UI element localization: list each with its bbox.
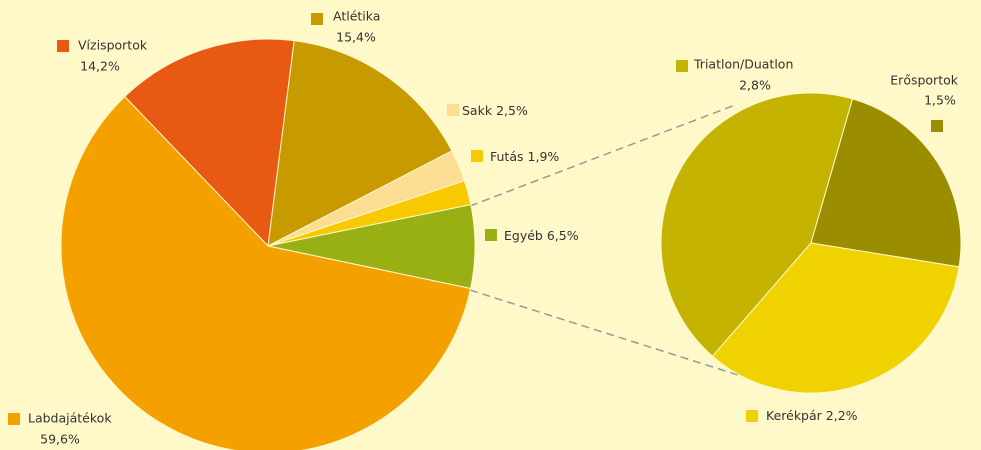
legend-swatch bbox=[485, 229, 497, 241]
connector bbox=[469, 104, 736, 207]
data-label: Egyéb 6,5% bbox=[504, 228, 579, 243]
legend-swatch bbox=[676, 60, 688, 72]
label-value: 2,8% bbox=[739, 78, 771, 93]
label-name: Egyéb bbox=[504, 228, 543, 243]
legend-swatch bbox=[746, 410, 758, 422]
label-value: 1,5% bbox=[924, 93, 956, 108]
label-name: Vízisportok bbox=[78, 38, 148, 53]
label-name: Labdajátékok bbox=[28, 411, 112, 426]
data-label: Futás 1,9% bbox=[490, 149, 559, 164]
pie-slice bbox=[267, 40, 453, 247]
pie-slice bbox=[60, 95, 472, 450]
legend-swatch bbox=[447, 104, 459, 116]
label-name: Futás bbox=[490, 149, 524, 164]
label-value: 6,5% bbox=[547, 228, 579, 243]
label-value: 15,4% bbox=[336, 30, 376, 45]
data-label: Sakk 2,5% bbox=[462, 103, 528, 118]
legend-swatch bbox=[57, 40, 69, 52]
label-value: 1,9% bbox=[528, 149, 560, 164]
label-value: 2,5% bbox=[496, 103, 528, 118]
pie-slice bbox=[810, 98, 962, 268]
label-name: Kerékpár bbox=[766, 408, 823, 423]
pie-slice bbox=[124, 38, 295, 248]
connector bbox=[469, 289, 761, 383]
legend-swatch bbox=[931, 120, 943, 132]
label-name: Atlétika bbox=[333, 9, 380, 24]
pie-slice bbox=[660, 92, 854, 357]
label-name: Sakk bbox=[462, 103, 493, 118]
label-value: 2,2% bbox=[826, 408, 858, 423]
legend-swatch bbox=[8, 413, 20, 425]
data-label: Kerékpár 2,2% bbox=[766, 408, 858, 423]
label-value: 59,6% bbox=[40, 432, 80, 447]
label-name: Erősportok bbox=[890, 73, 958, 88]
pie-slice bbox=[711, 242, 960, 394]
label-name: Triatlon/Duatlon bbox=[693, 57, 793, 72]
legend-swatch bbox=[471, 150, 483, 162]
label-value: 14,2% bbox=[80, 59, 120, 74]
legend-swatch bbox=[311, 13, 323, 25]
